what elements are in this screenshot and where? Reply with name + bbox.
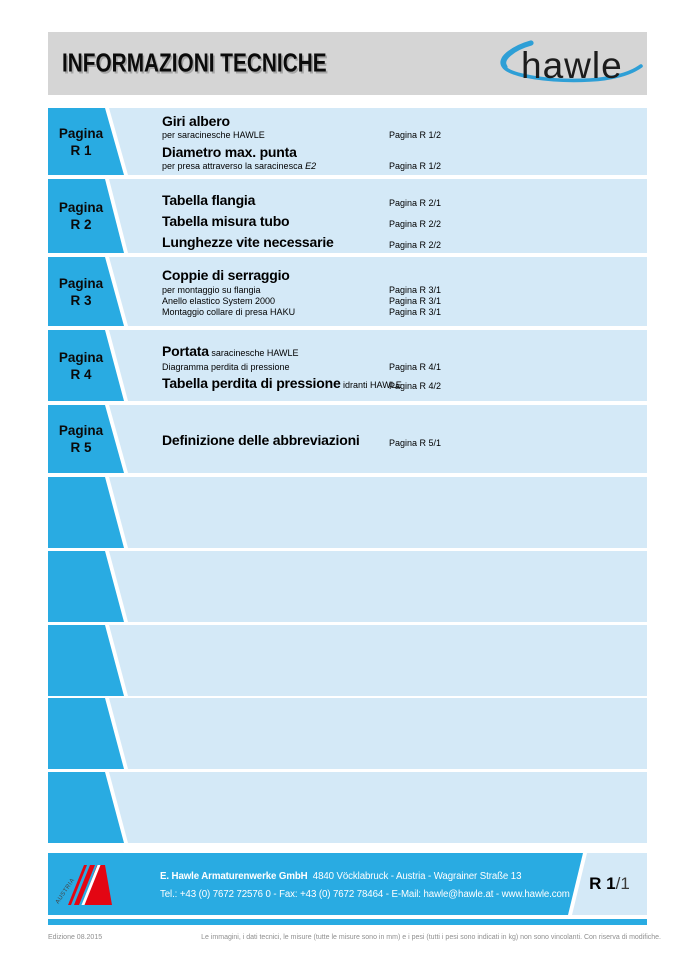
hawle-logo-text: hawle [521,45,623,86]
footer-company: E. Hawle Armaturenwerke GmbH [160,871,308,882]
disclaimer-text: Le immagini, i dati tecnici, le misure (… [201,934,661,941]
page-title: INFORMAZIONI TECNICHE [62,46,327,77]
empty-row [48,772,647,843]
edition-label: Edizione 08.2015 [48,934,103,941]
hawle-logo: hawle [500,40,643,86]
entry-page-ref: Pagina R 5/1 [389,438,442,448]
row-background [109,772,647,843]
header-box: INFORMAZIONI TECNICHE hawle [48,32,647,95]
toc-row-r3[interactable]: Pagina R 3 Coppie di serraggio per monta… [48,257,647,326]
row-background [109,108,647,175]
toc-row-r4[interactable]: Pagina R 4 Portata saracinesche HAWLE Di… [48,330,647,401]
tab-label: R 1 [70,142,92,158]
entry-page-ref: Pagina R 2/1 [389,198,442,208]
footer-text: E. Hawle Armaturenwerke GmbH 4840 Vöckla… [160,868,570,903]
austria-logo-icon: AUSTRIA [55,865,112,905]
entry-page-ref: Pagina R 2/2 [389,219,442,229]
entry-title: Tabella misura tubo [162,213,290,229]
footer-bar: AUSTRIA E. Hawle Armaturenwerke GmbH 484… [48,853,647,915]
entry-title: Diametro max. punta [162,144,297,160]
entry-page-ref: Pagina R 3/1 [389,285,442,295]
tab-label: Pagina [58,349,104,365]
footer-strip [48,919,647,925]
footer-address: 4840 Vöcklabruck - Austria - Wagrainer S… [312,871,522,882]
empty-row [48,551,647,622]
row-background [109,330,647,401]
toc-row-r1[interactable]: Pagina R 1 Giri albero per saracinesche … [48,108,647,175]
tab-label: Pagina [58,200,104,215]
tab-label: Pagina [58,125,104,141]
row-background [109,405,647,473]
page-tab-r2: Pagina R 2 [48,179,124,253]
entry-page-ref: Pagina R 1/2 [389,130,442,140]
tab-label: Pagina [58,275,104,291]
row-background [109,698,647,769]
entry-title: Giri albero [162,113,230,129]
entry-title: Tabella flangia [162,192,256,208]
entry-title: Portata saracinesche HAWLE [162,343,299,359]
footer-page-ref: R 1/1 [589,874,630,893]
entry-title: Definizione delle abbreviazioni [162,432,360,448]
entry-subtitle: per montaggio su flangia [162,285,261,295]
svg-text:AUSTRIA: AUSTRIA [55,877,76,905]
entry-subtitle: Montaggio collare di presa HAKU [162,307,296,317]
entry-title: Coppie di serraggio [162,267,290,283]
footer-background [48,853,583,915]
entry-subtitle: Diagramma perdita di pressione [162,362,290,372]
empty-row [48,625,647,696]
entry-page-ref: Pagina R 3/1 [389,307,442,317]
tab-label: Pagina [58,423,104,438]
tab-label: R 4 [70,366,92,382]
footer-contacts: Tel.: +43 (0) 7672 72576 0 - Fax: +43 (0… [160,888,570,900]
entry-subtitle: per saracinesche HAWLE [162,130,265,140]
entry-page-ref: Pagina R 2/2 [389,240,442,250]
toc-row-r2[interactable]: Pagina R 2 Tabella flangia Pagina R 2/1 … [48,179,647,253]
tab-label: R 5 [70,440,92,455]
tab-label: R 2 [70,217,92,232]
row-background [109,551,647,622]
entry-page-ref: Pagina R 4/2 [389,381,442,391]
entry-page-ref: Pagina R 3/1 [389,296,442,306]
entry-title: Lunghezze vite necessarie [162,234,334,250]
entry-subtitle: per presa attraverso la saracinesca E2 [162,161,317,171]
empty-row [48,698,647,769]
toc-row-r5[interactable]: Pagina R 5 Definizione delle abbreviazio… [48,405,647,473]
row-background [109,477,647,548]
entry-page-ref: Pagina R 1/2 [389,161,442,171]
entry-page-ref: Pagina R 4/1 [389,362,442,372]
row-background [109,179,647,253]
entry-title: Tabella perdita di pressione idranti HAW… [162,375,402,391]
row-background [109,625,647,696]
empty-row [48,477,647,548]
bottom-line: Edizione 08.2015 Le immagini, i dati tec… [48,934,661,941]
row-background [109,257,647,326]
entry-subtitle: Anello elastico System 2000 [162,296,276,306]
tab-label: R 3 [70,292,92,308]
